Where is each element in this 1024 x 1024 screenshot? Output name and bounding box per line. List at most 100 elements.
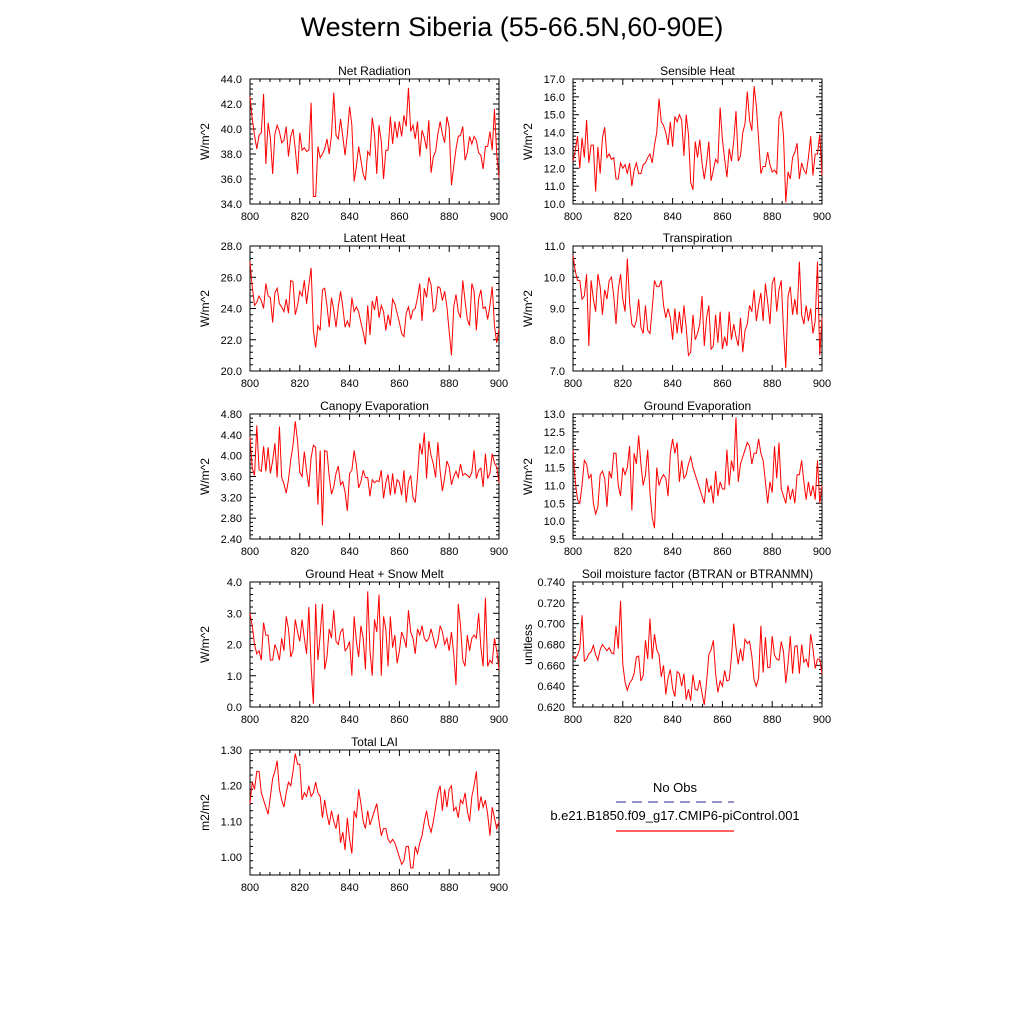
series-line <box>249 591 500 704</box>
y-tick-label: 13.0 <box>544 145 565 157</box>
y-tick-label: 11.0 <box>544 181 565 193</box>
y-tick-label: 24.0 <box>221 304 242 316</box>
x-tick-label: 840 <box>663 714 681 726</box>
y-tick-label: 34.0 <box>221 199 242 211</box>
x-tick-label: 820 <box>614 714 632 726</box>
series-line <box>572 417 823 529</box>
y-tick-label: 0.620 <box>537 702 565 714</box>
x-tick-label: 900 <box>813 546 831 558</box>
y-tick-label: 1.20 <box>221 781 242 793</box>
y-tick-label: 11.5 <box>544 463 565 475</box>
y-tick-label: 2.40 <box>221 534 242 546</box>
y-tick-label: 20.0 <box>221 366 242 378</box>
x-tick-label: 860 <box>390 211 408 223</box>
y-tick-label: 10.0 <box>544 199 565 211</box>
panel-title: Total LAI <box>351 735 398 749</box>
y-axis-label: unitless <box>521 624 535 665</box>
x-tick-label: 820 <box>291 882 309 894</box>
panel-title: Ground Heat + Snow Melt <box>305 567 444 581</box>
x-tick-label: 800 <box>241 211 259 223</box>
y-tick-label: 36.0 <box>221 174 242 186</box>
y-tick-label: 12.5 <box>544 427 565 439</box>
panel-title: Ground Evaporation <box>644 399 751 413</box>
x-tick-label: 900 <box>490 546 508 558</box>
y-tick-label: 8.0 <box>550 335 565 347</box>
y-tick-label: 9.0 <box>550 304 565 316</box>
y-tick-label: 38.0 <box>221 149 242 161</box>
x-tick-label: 880 <box>440 378 458 390</box>
y-tick-label: 0.640 <box>537 681 565 693</box>
y-tick-label: 28.0 <box>221 241 242 253</box>
panel-7: Soil moisture factor (BTRAN or BTRANMN) u… <box>521 567 831 726</box>
legend-obs-label: No Obs <box>653 780 698 795</box>
panel-4: Canopy Evaporation W/m^2 800 820 840 860 880 90… <box>198 399 508 558</box>
y-tick-label: 1.30 <box>221 745 242 757</box>
x-tick-label: 820 <box>614 211 632 223</box>
panel-0: Net Radiation W/m^2 800 820 840 860 880 900 34.0… <box>198 64 508 223</box>
y-tick-label: 44.0 <box>221 74 242 86</box>
panel-6: Ground Heat + Snow Melt W/m^2 800 820 840 860… <box>198 567 508 726</box>
x-tick-label: 840 <box>340 211 358 223</box>
panel-title: Soil moisture factor (BTRAN or BTRANMN) <box>582 567 813 581</box>
x-tick-label: 900 <box>490 211 508 223</box>
series-line <box>249 421 500 526</box>
x-tick-label: 840 <box>340 546 358 558</box>
series-line <box>572 86 823 203</box>
x-tick-label: 860 <box>713 714 731 726</box>
y-tick-label: 13.0 <box>544 409 565 421</box>
series-line <box>249 753 500 869</box>
y-tick-label: 0.0 <box>227 702 242 714</box>
x-tick-label: 800 <box>564 211 582 223</box>
panel-8: Total LAI m2/m2 800 820 840 860 880 900 1.00 1.10… <box>198 735 508 894</box>
x-tick-label: 820 <box>291 378 309 390</box>
y-tick-label: 0.720 <box>537 598 565 610</box>
x-tick-label: 860 <box>390 378 408 390</box>
x-tick-label: 840 <box>340 378 358 390</box>
y-tick-label: 4.80 <box>221 409 242 421</box>
series-line <box>249 261 500 356</box>
panel-1: Sensible Heat W/m^2 800 820 840 860 880 900 10.0… <box>521 64 831 223</box>
y-tick-label: 10.0 <box>544 272 565 284</box>
y-tick-label: 3.20 <box>221 492 242 504</box>
x-tick-label: 880 <box>763 378 781 390</box>
x-tick-label: 820 <box>291 211 309 223</box>
panel-frame <box>572 78 823 205</box>
panel-title: Transpiration <box>663 231 733 245</box>
y-tick-label: 3.60 <box>221 472 242 484</box>
x-tick-label: 860 <box>713 378 731 390</box>
y-tick-label: 16.0 <box>544 92 565 104</box>
y-tick-label: 12.0 <box>544 163 565 175</box>
x-tick-label: 840 <box>663 211 681 223</box>
x-tick-label: 840 <box>663 378 681 390</box>
y-axis-label: W/m^2 <box>198 458 212 495</box>
x-tick-label: 860 <box>713 211 731 223</box>
y-tick-label: 42.0 <box>221 99 242 111</box>
y-tick-label: 26.0 <box>221 272 242 284</box>
x-tick-label: 900 <box>813 378 831 390</box>
x-tick-label: 880 <box>763 211 781 223</box>
panel-3: Transpiration W/m^2 800 820 840 860 880 900 7.0 8… <box>521 231 831 390</box>
y-axis-label: W/m^2 <box>521 123 535 160</box>
y-tick-label: 2.0 <box>227 640 242 652</box>
panel-frame <box>249 413 500 540</box>
series-line <box>572 600 823 706</box>
y-tick-label: 17.0 <box>544 74 565 86</box>
x-tick-label: 800 <box>564 546 582 558</box>
x-tick-label: 880 <box>763 546 781 558</box>
y-tick-label: 9.5 <box>550 534 565 546</box>
series-line <box>572 255 823 368</box>
y-tick-label: 7.0 <box>550 366 565 378</box>
y-axis-label: m2/m2 <box>198 794 212 831</box>
y-tick-label: 3.0 <box>227 608 242 620</box>
x-tick-label: 880 <box>440 546 458 558</box>
panel-5: Ground Evaporation W/m^2 800 820 840 860 880 90… <box>521 399 831 558</box>
page-title: Western Siberia (55-66.5N,60-90E) <box>300 12 724 42</box>
y-tick-label: 0.740 <box>537 577 565 589</box>
panel-frame <box>249 78 500 205</box>
x-tick-label: 880 <box>440 714 458 726</box>
x-tick-label: 900 <box>813 714 831 726</box>
x-tick-label: 820 <box>291 714 309 726</box>
x-tick-label: 840 <box>340 882 358 894</box>
y-tick-label: 10.5 <box>544 498 565 510</box>
x-tick-label: 880 <box>440 211 458 223</box>
